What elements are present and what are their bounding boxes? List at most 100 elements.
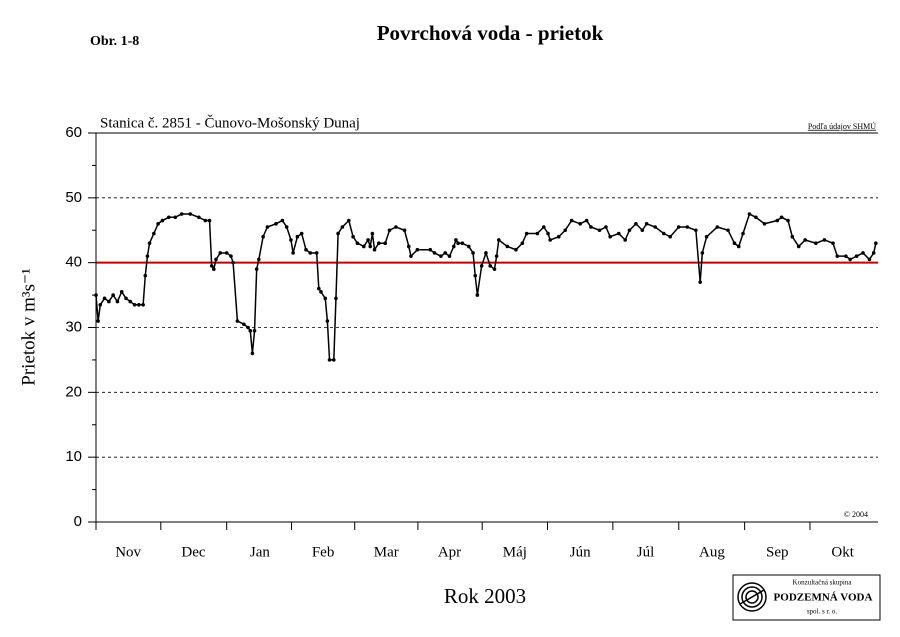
data-point xyxy=(661,231,666,236)
data-point xyxy=(698,280,702,284)
data-point xyxy=(454,238,458,242)
data-point xyxy=(479,264,484,268)
data-point xyxy=(111,293,115,297)
data-point xyxy=(254,267,259,271)
x-tick-label: Jan xyxy=(250,544,270,560)
y-tick-label: 30 xyxy=(65,318,82,335)
x-tick-label: Dec xyxy=(181,544,205,560)
y-tick-label: 40 xyxy=(65,254,82,271)
data-point xyxy=(280,218,285,223)
data-point xyxy=(451,244,456,249)
data-point xyxy=(627,228,632,233)
data-point xyxy=(456,241,460,246)
data-point xyxy=(317,286,321,291)
x-tick-label: Júl xyxy=(637,544,655,560)
data-point xyxy=(231,260,235,265)
x-tick-label: Jún xyxy=(570,544,591,560)
data-point xyxy=(803,238,807,242)
data-point xyxy=(156,221,160,226)
data-point xyxy=(700,251,705,255)
figure-label: Obr. 1-8 xyxy=(90,34,139,49)
data-point xyxy=(704,234,709,239)
chart-title: Povrchová voda - prietok xyxy=(377,21,604,45)
data-point xyxy=(355,241,360,246)
data-point xyxy=(546,231,550,236)
data-point xyxy=(407,244,411,249)
data-point xyxy=(608,234,612,239)
subtitle: Stanica č. 2851 - Čunovo-Mošonský Dunaj xyxy=(100,114,360,131)
data-point xyxy=(334,296,338,301)
data-point xyxy=(402,228,407,233)
data-point xyxy=(372,247,377,252)
data-point xyxy=(494,254,499,258)
data-point xyxy=(94,293,98,297)
data-point xyxy=(246,325,250,330)
data-point xyxy=(736,244,741,249)
data-point xyxy=(107,299,111,304)
data-point xyxy=(514,247,518,252)
data-point xyxy=(814,241,818,246)
data-point xyxy=(432,251,437,255)
data-point xyxy=(229,254,233,258)
data-point xyxy=(274,221,278,226)
data-point xyxy=(115,299,120,304)
data-point xyxy=(471,251,475,255)
data-point xyxy=(299,231,304,236)
data-point xyxy=(854,254,859,258)
data-point xyxy=(874,241,878,246)
data-line xyxy=(95,212,877,361)
data-point xyxy=(188,212,193,216)
data-point xyxy=(366,238,370,242)
data-point xyxy=(96,319,100,323)
data-point xyxy=(524,231,529,236)
data-point xyxy=(653,225,657,229)
data-point xyxy=(616,231,621,236)
data-point xyxy=(623,238,627,242)
data-point xyxy=(291,251,295,255)
data-point xyxy=(145,254,150,258)
data-point xyxy=(867,257,872,262)
data-point xyxy=(685,225,690,229)
data-point xyxy=(569,218,574,223)
data-point xyxy=(466,244,471,249)
data-point xyxy=(831,241,835,246)
data-point xyxy=(409,254,413,258)
data-point xyxy=(488,264,493,268)
data-point xyxy=(252,328,257,333)
data-point xyxy=(694,228,698,233)
data-point xyxy=(835,254,840,258)
data-point xyxy=(377,241,381,246)
data-point xyxy=(484,251,488,255)
y-tick-label: 50 xyxy=(65,189,82,206)
data-point xyxy=(368,244,373,249)
logo: Konzultačná skupina PODZEMNÁ VODA spol. … xyxy=(732,574,881,621)
data-point xyxy=(541,225,546,229)
y-tick-label: 20 xyxy=(65,383,82,400)
data-point xyxy=(98,303,103,307)
data-point xyxy=(439,254,443,258)
data-point xyxy=(473,273,478,278)
data-point xyxy=(257,257,261,262)
data-point xyxy=(289,238,293,242)
data-point xyxy=(128,299,133,304)
data-point xyxy=(844,254,848,258)
data-point xyxy=(475,293,480,297)
data-point xyxy=(668,234,672,239)
data-point xyxy=(496,238,501,242)
data-point xyxy=(152,231,156,236)
data-point xyxy=(796,244,801,249)
data-point xyxy=(548,238,553,242)
source-note: Podľa údajov SHMÚ xyxy=(808,121,876,131)
data-point xyxy=(347,218,351,223)
data-point xyxy=(141,303,145,307)
data-point xyxy=(578,221,582,226)
x-tick-label: Sep xyxy=(766,544,789,560)
data-point xyxy=(179,212,184,216)
data-point xyxy=(235,319,240,323)
data-point xyxy=(132,303,137,307)
logo-line: PODZEMNÁ VODA xyxy=(774,592,873,604)
data-point xyxy=(362,244,366,249)
data-point xyxy=(218,251,223,255)
data-point xyxy=(535,231,540,236)
